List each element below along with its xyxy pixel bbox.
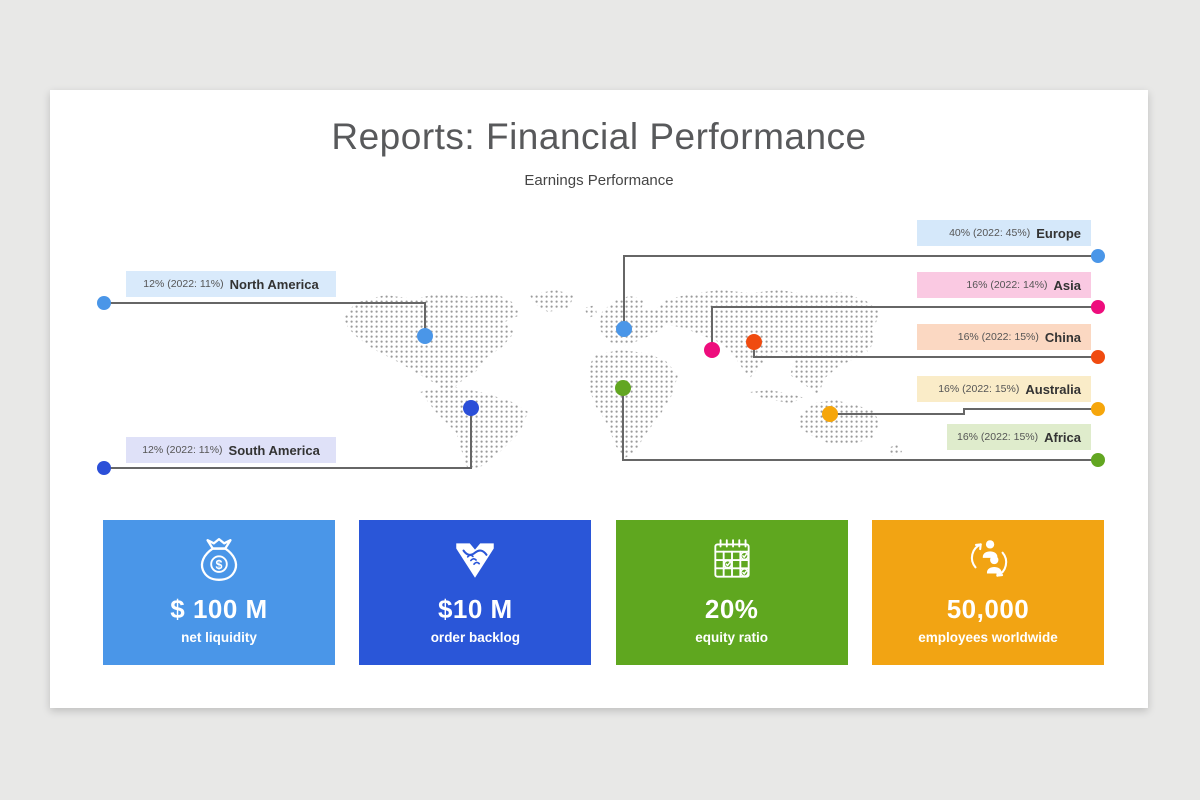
continent-north-america: [344, 293, 520, 400]
continent-new-zealand: [888, 444, 902, 456]
money-bag-icon: $: [194, 534, 244, 586]
region-stat: 12% (2022: 11%): [143, 278, 224, 290]
endpoint-dot-europe: [1091, 249, 1105, 263]
region-name: Australia: [1025, 381, 1081, 397]
connector-africa: [622, 388, 1098, 461]
continent-asia: [650, 290, 880, 395]
region-name: China: [1044, 329, 1081, 345]
connector-asia: [711, 306, 1098, 350]
endpoint-markers: [97, 249, 1105, 475]
card-value: $ 100 M: [170, 594, 268, 624]
endpoint-dot-australia: [1091, 402, 1105, 416]
map-section: 12% (2022: 11%) North America 12% (2022:…: [50, 200, 1148, 490]
kpi-card-net-liquidity: $ $ 100 M net liquidity: [103, 520, 335, 665]
page-title: Reports: Financial Performance: [331, 116, 867, 157]
region-label-australia: 16% (2022: 15%) Australia: [917, 376, 1091, 402]
continent-uk: [584, 305, 597, 318]
connector-australia: [830, 408, 1098, 415]
region-label-europe: 40% (2022: 45%) Europe: [917, 220, 1091, 246]
endpoint-dot-north-america: [97, 296, 111, 310]
region-label-asia: 16% (2022: 14%) Asia: [917, 272, 1091, 298]
endpoint-dot-africa: [1091, 453, 1105, 467]
map-markers: [417, 321, 838, 422]
region-stat: 40% (2022: 45%): [949, 227, 1031, 239]
region-stat: 12% (2022: 11%): [142, 444, 223, 456]
map-dot-asia: [704, 342, 720, 358]
connectors: [104, 255, 1098, 469]
map-dot-europe: [616, 321, 632, 337]
endpoint-dot-asia: [1091, 300, 1105, 314]
region-label-china: 16% (2022: 15%) China: [917, 324, 1091, 350]
slide: Reports: Financial Performance Earnings …: [50, 90, 1148, 708]
card-value: 20%: [704, 594, 759, 624]
region-name: North America: [229, 276, 319, 292]
continent-indonesia: [750, 390, 805, 403]
map-dot-south-america: [463, 400, 479, 416]
region-label-africa: 16% (2022: 15%) Africa: [947, 424, 1091, 450]
continent-japan: [862, 328, 876, 352]
region-stat: 16% (2022: 15%): [938, 383, 1020, 395]
region-name: South America: [228, 442, 320, 458]
region-name: Europe: [1036, 225, 1081, 241]
region-stat: 16% (2022: 15%): [957, 331, 1039, 343]
handshake-icon: [450, 534, 500, 586]
endpoint-dot-south-america: [97, 461, 111, 475]
region-stat: 16% (2022: 15%): [957, 431, 1039, 443]
page-subtitle: Earnings Performance: [524, 172, 674, 189]
dotted-continents: [344, 290, 902, 470]
continent-australia: [798, 400, 880, 445]
kpi-card-order-backlog: $10 M order backlog: [359, 520, 592, 665]
world-map: [97, 249, 1105, 475]
region-name: Asia: [1053, 277, 1081, 293]
region-label-south-america: 12% (2022: 11%) South America: [126, 437, 336, 463]
continent-africa: [588, 350, 678, 458]
card-label: employees worldwide: [918, 630, 1058, 645]
kpi-card-equity-ratio: 20% equity ratio: [615, 520, 848, 665]
calendar-check-icon: [707, 534, 757, 586]
continent-greenland: [530, 290, 575, 312]
map-dot-north-america: [417, 328, 433, 344]
connector-europe: [623, 255, 1098, 329]
continent-europe: [598, 296, 664, 346]
region-label-north-america: 12% (2022: 11%) North America: [126, 271, 336, 297]
map-dot-africa: [615, 380, 631, 396]
svg-text:$: $: [216, 558, 223, 572]
card-label: order backlog: [430, 630, 520, 645]
people-sync-icon: [963, 534, 1013, 586]
kpi-cards-row: $ $ 100 M net liquidity $10 M order back…: [103, 520, 1104, 665]
continent-south-america: [420, 386, 528, 470]
region-name: Africa: [1044, 429, 1081, 445]
card-label: equity ratio: [695, 630, 769, 645]
map-dot-australia: [822, 406, 838, 422]
card-value: 50,000: [946, 594, 1030, 624]
card-label: net liquidity: [181, 630, 257, 645]
map-dot-china: [746, 334, 762, 350]
connector-south-america: [104, 408, 472, 469]
kpi-card-employees: 50,000 employees worldwide: [871, 520, 1104, 665]
region-stat: 16% (2022: 14%): [966, 279, 1048, 291]
card-value: $10 M: [437, 594, 513, 624]
endpoint-dot-china: [1091, 350, 1105, 364]
connector-north-america: [104, 302, 426, 336]
